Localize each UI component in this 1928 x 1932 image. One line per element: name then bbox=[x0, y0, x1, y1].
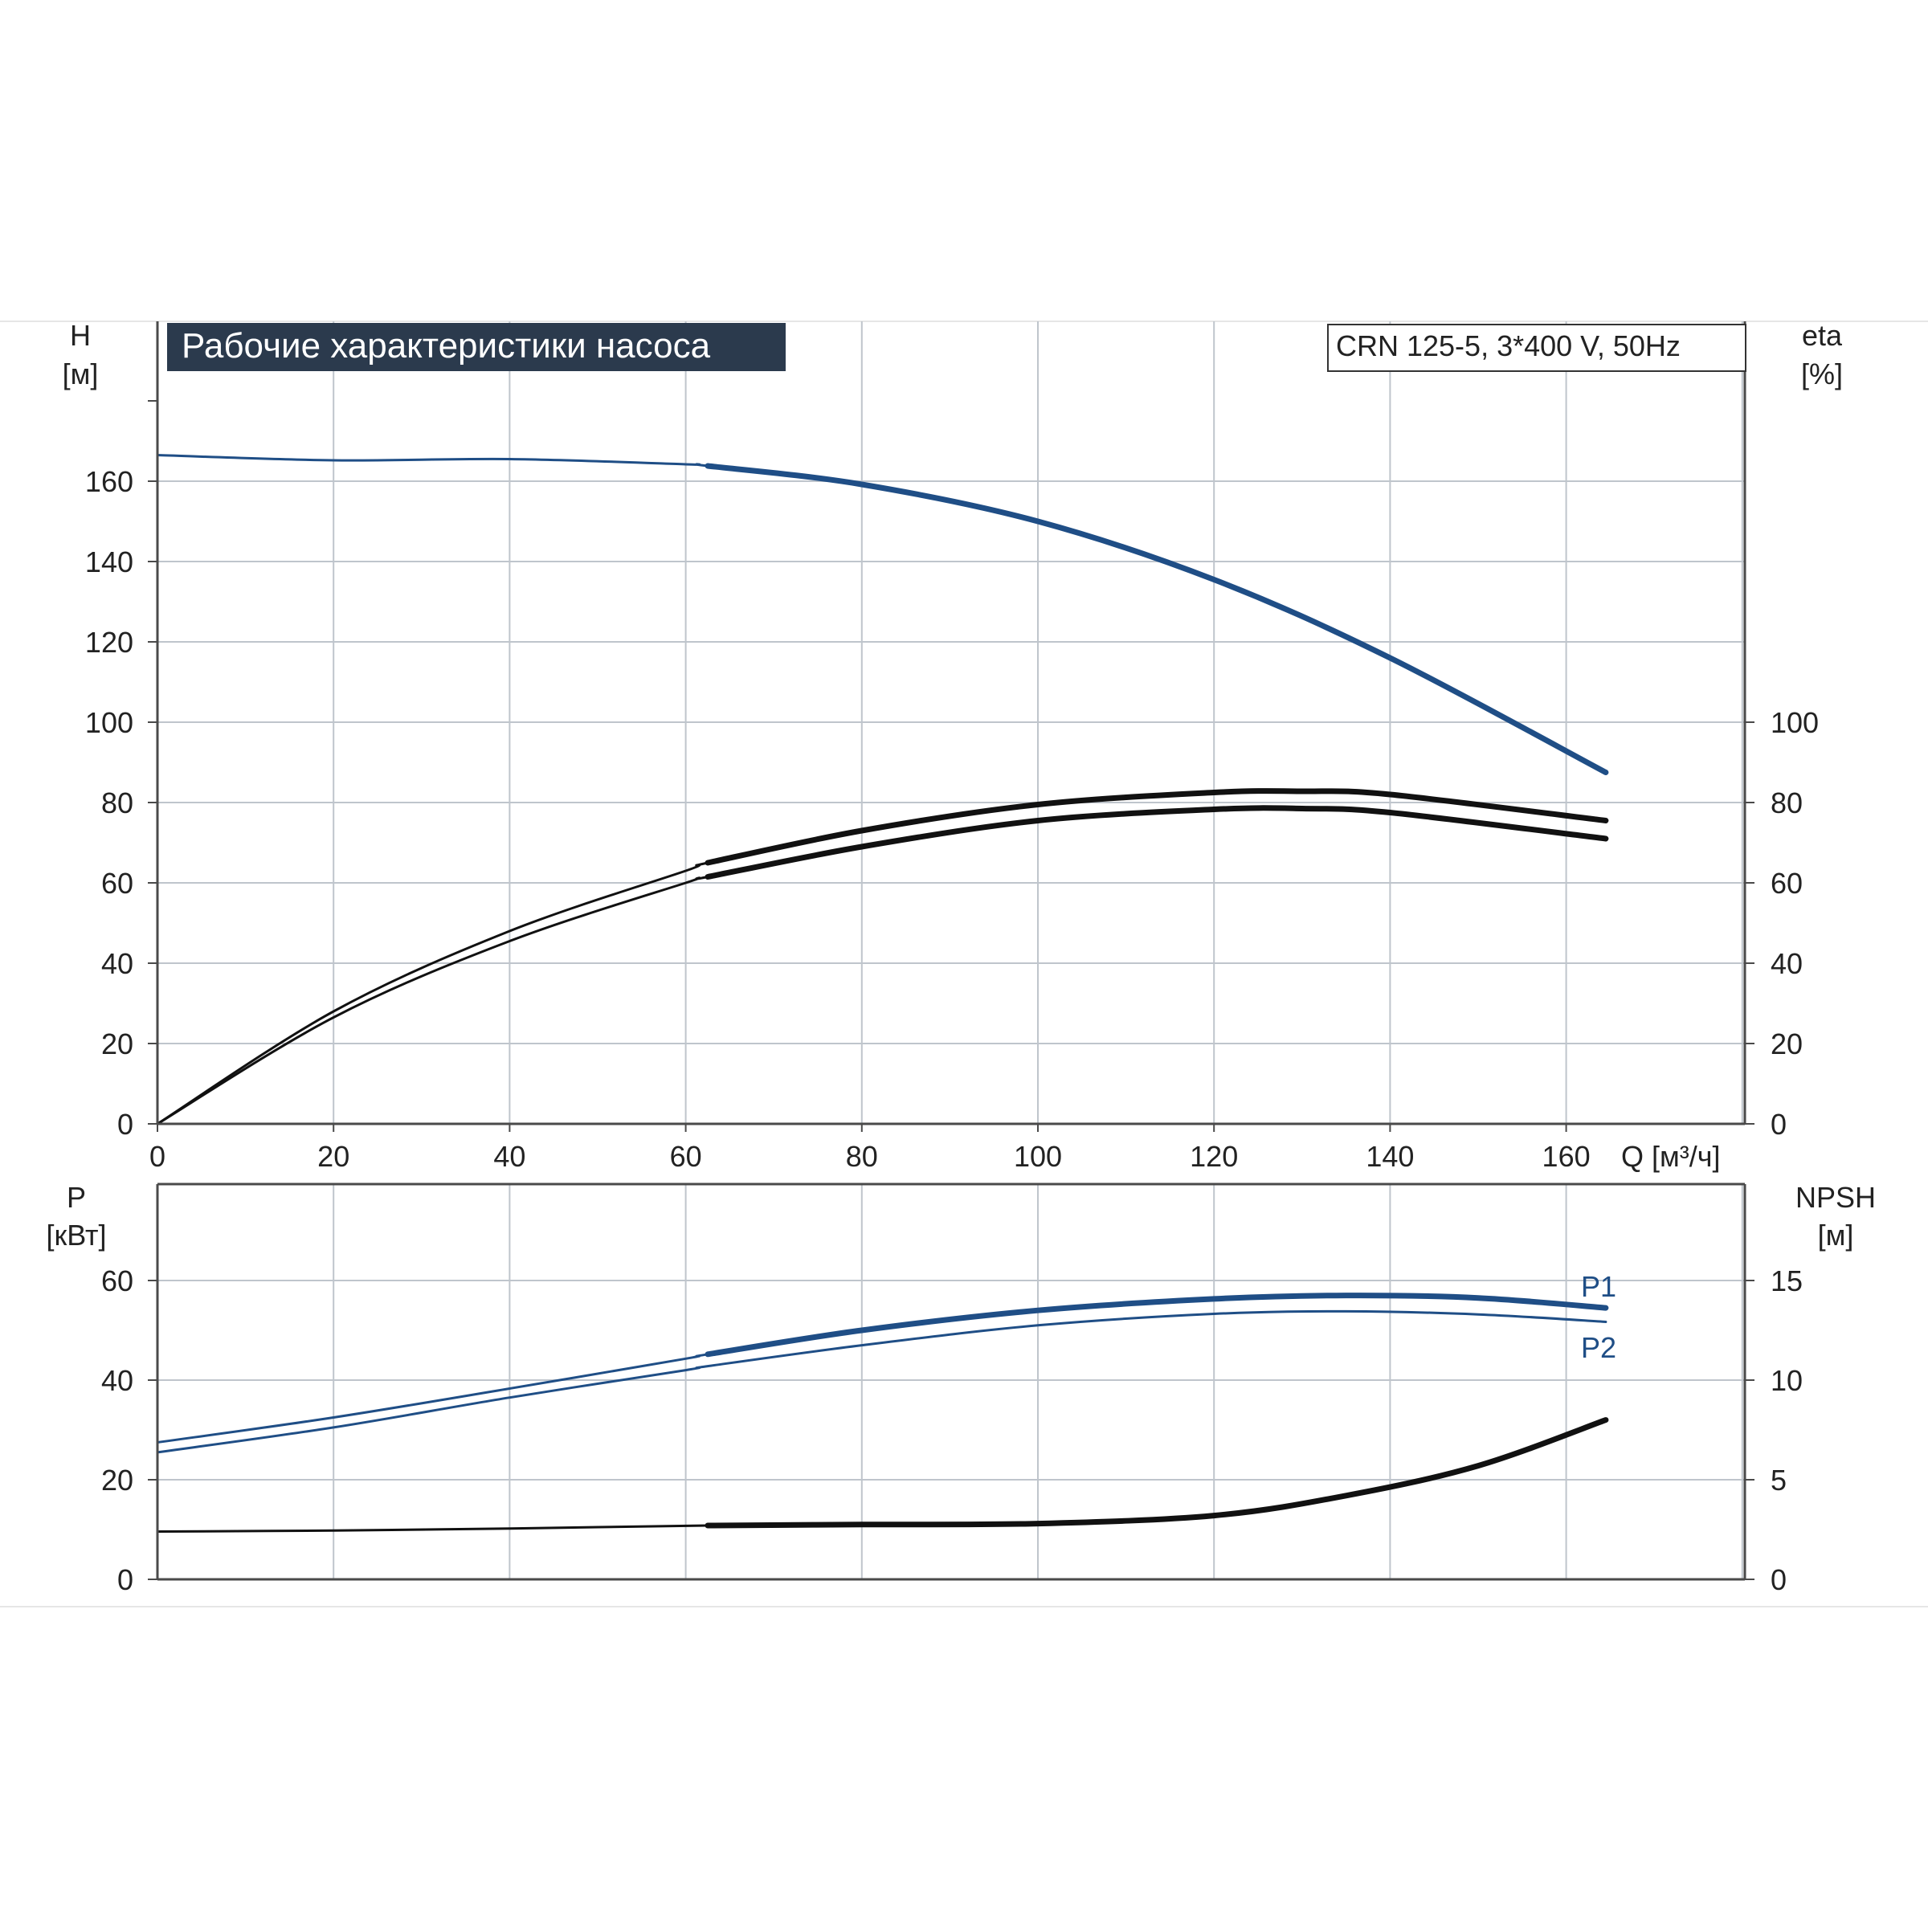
upper-left-tick-label: 0 bbox=[117, 1108, 133, 1141]
lower-left-tick-label: 60 bbox=[101, 1264, 133, 1297]
upper-left-tick-label: 120 bbox=[85, 626, 133, 659]
h-axis-label: H bbox=[70, 319, 91, 352]
lower-tick-labels: 0 20 40 60 0 5 10 15 bbox=[101, 1264, 1803, 1596]
upper-left-tick-label: 100 bbox=[85, 706, 133, 739]
lower-left-tick-label: 20 bbox=[101, 1464, 133, 1497]
upper-series-group bbox=[156, 454, 1609, 1125]
eta-axis-label: eta bbox=[1802, 319, 1843, 352]
x-tick-label: 0 bbox=[149, 1140, 165, 1173]
upper-left-tick-label: 60 bbox=[101, 867, 133, 900]
lower-right-tick-label: 0 bbox=[1771, 1563, 1787, 1596]
series-label-p2: P2 bbox=[1581, 1331, 1616, 1364]
chart-title-box bbox=[167, 323, 786, 371]
lower-series-1 bbox=[156, 1309, 1607, 1454]
npsh-axis-label: NPSH bbox=[1795, 1181, 1876, 1214]
upper-series-2-operating-range bbox=[705, 805, 1609, 880]
p-axis-unit: [кВт] bbox=[46, 1219, 106, 1252]
lower-left-tick-label: 0 bbox=[117, 1563, 133, 1596]
chart-title: Рабочие характеристики насоса bbox=[182, 326, 711, 366]
lower-series-0-operating-range bbox=[705, 1293, 1609, 1358]
upper-left-tick-label: 20 bbox=[101, 1027, 133, 1060]
x-tick-label: 20 bbox=[317, 1140, 349, 1173]
x-tick-label: 120 bbox=[1190, 1140, 1238, 1173]
upper-left-tick-label: 140 bbox=[85, 545, 133, 578]
upper-series-1-operating-range bbox=[705, 788, 1609, 866]
x-tick-label: 60 bbox=[670, 1140, 702, 1173]
p-axis-label: P bbox=[67, 1181, 86, 1214]
upper-right-tick-label: 40 bbox=[1771, 947, 1803, 980]
model-label: CRN 125-5, 3*400 V, 50Hz bbox=[1336, 329, 1681, 362]
series-label-p1: P1 bbox=[1581, 1270, 1616, 1303]
h-axis-unit: [м] bbox=[63, 357, 99, 390]
model-label-box bbox=[1327, 324, 1746, 372]
upper-left-tick-label: 80 bbox=[101, 786, 133, 819]
lower-right-tick-label: 10 bbox=[1771, 1364, 1803, 1397]
upper-grid bbox=[157, 321, 1745, 1124]
upper-left-tick-label: 40 bbox=[101, 947, 133, 980]
lower-left-tick-label: 40 bbox=[101, 1364, 133, 1397]
upper-series-0-operating-range bbox=[705, 463, 1609, 775]
upper-right-tick-label: 100 bbox=[1771, 706, 1819, 739]
x-tick-label: 80 bbox=[846, 1140, 878, 1173]
upper-right-tick-label: 80 bbox=[1771, 786, 1803, 819]
lower-right-tick-label: 5 bbox=[1771, 1464, 1787, 1497]
lower-grid bbox=[157, 1184, 1745, 1579]
lower-series-group bbox=[156, 1293, 1609, 1533]
upper-axes bbox=[148, 321, 1754, 1132]
x-tick-label: 40 bbox=[493, 1140, 525, 1173]
upper-right-tick-label: 60 bbox=[1771, 867, 1803, 900]
lower-series-2-operating-range bbox=[705, 1417, 1609, 1529]
upper-right-tick-label: 0 bbox=[1771, 1108, 1787, 1141]
eta-axis-unit: [%] bbox=[1801, 357, 1843, 390]
npsh-axis-unit: [м] bbox=[1818, 1219, 1854, 1252]
lower-right-tick-label: 15 bbox=[1771, 1264, 1803, 1297]
upper-right-tick-label: 20 bbox=[1771, 1027, 1803, 1060]
lower-axes bbox=[148, 1182, 1754, 1581]
upper-left-tick-label: 160 bbox=[85, 465, 133, 498]
x-tick-label: 140 bbox=[1366, 1140, 1414, 1173]
x-tick-label: 100 bbox=[1014, 1140, 1062, 1173]
x-tick-label: 160 bbox=[1542, 1140, 1591, 1173]
upper-tick-labels: 0 20 40 60 80 100 120 140 160 0 20 40 60 80 100 0 20 40 60… bbox=[85, 465, 1819, 1173]
q-axis-label: Q [м³/ч] bbox=[1621, 1140, 1721, 1173]
